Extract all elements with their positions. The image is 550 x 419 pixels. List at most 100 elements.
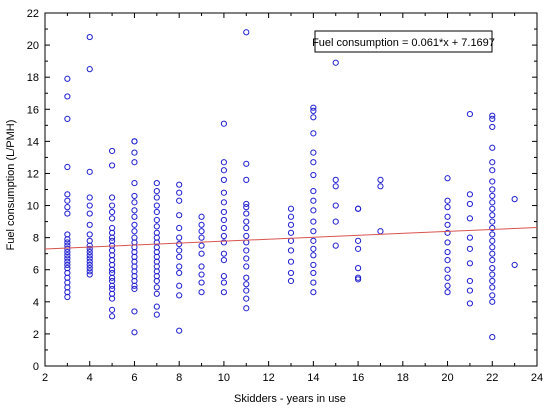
data-point <box>176 212 183 219</box>
data-point <box>131 308 138 315</box>
data-point <box>444 266 451 273</box>
data-point <box>198 271 205 278</box>
data-point <box>243 287 250 294</box>
y-tick-label: 0 <box>33 361 39 373</box>
data-point <box>86 202 93 209</box>
data-point <box>466 277 474 285</box>
data-point <box>243 263 250 270</box>
data-point <box>198 289 205 296</box>
data-point <box>86 258 93 265</box>
x-tick-label: 8 <box>176 372 182 384</box>
data-point <box>108 215 116 222</box>
equation-label: Fuel consumption = 0.061*x + 7.1697 <box>312 37 495 49</box>
data-point <box>489 186 496 193</box>
data-point <box>86 66 93 73</box>
y-axis-label: Fuel consumption (L/PMH) <box>5 120 17 251</box>
data-point <box>64 75 71 82</box>
data-point <box>153 179 160 187</box>
data-point <box>108 306 116 313</box>
y-tick-label: 10 <box>27 201 39 213</box>
data-point <box>64 115 71 123</box>
data-point <box>220 199 228 206</box>
data-point <box>86 248 93 256</box>
data-point <box>489 224 496 232</box>
data-point <box>131 138 138 145</box>
data-point <box>489 257 496 264</box>
data-point <box>108 285 116 293</box>
data-point <box>131 221 138 228</box>
data-point <box>176 327 183 334</box>
y-tick-label: 2 <box>33 329 39 341</box>
data-point <box>220 176 228 183</box>
data-point <box>86 252 93 259</box>
data-point <box>332 218 339 225</box>
y-tick-label: 20 <box>27 40 39 52</box>
data-point <box>176 253 183 260</box>
data-point <box>86 210 93 217</box>
data-point <box>220 216 228 224</box>
data-point <box>287 205 295 212</box>
data-point <box>489 115 496 123</box>
data-point <box>310 237 317 244</box>
data-point <box>153 223 160 230</box>
data-point <box>310 107 317 114</box>
data-point <box>153 303 160 310</box>
data-point <box>354 237 362 244</box>
data-point <box>489 159 496 166</box>
data-point <box>131 179 138 187</box>
data-point <box>198 234 205 241</box>
data-point <box>287 269 295 277</box>
data-point <box>466 110 474 118</box>
data-point <box>108 269 116 277</box>
data-point <box>310 114 317 121</box>
data-point <box>198 228 205 235</box>
data-point <box>153 208 160 216</box>
data-point <box>64 191 71 198</box>
y-tick-label: 12 <box>27 168 39 180</box>
data-point <box>489 205 496 212</box>
data-point <box>489 271 496 278</box>
data-point <box>86 194 93 201</box>
data-point <box>466 287 474 294</box>
data-point <box>511 261 518 269</box>
data-point <box>511 196 518 203</box>
data-point <box>86 221 93 228</box>
data-point <box>310 261 317 269</box>
data-point <box>310 289 317 296</box>
data-point <box>489 292 496 299</box>
data-point <box>64 197 71 204</box>
data-point <box>489 334 496 341</box>
data-point <box>243 160 250 167</box>
x-tick-label: 4 <box>87 372 93 384</box>
data-point <box>64 239 71 246</box>
data-point <box>220 159 228 166</box>
x-tick-label: 20 <box>441 372 453 384</box>
data-point <box>153 284 160 291</box>
data-point <box>198 250 205 257</box>
data-point <box>220 189 228 196</box>
x-tick-label: 12 <box>263 372 275 384</box>
data-point <box>64 252 71 259</box>
data-point <box>220 208 228 216</box>
data-point <box>489 265 496 272</box>
data-point <box>243 232 250 240</box>
data-point <box>489 144 496 151</box>
data-point <box>489 167 496 174</box>
data-point <box>310 188 317 195</box>
data-point <box>310 159 317 166</box>
data-point <box>108 277 116 285</box>
data-point <box>310 149 317 156</box>
data-point <box>489 112 496 119</box>
data-point <box>466 260 474 267</box>
data-point <box>86 168 93 175</box>
data-point <box>108 237 116 244</box>
data-point <box>310 207 317 214</box>
data-point <box>198 242 205 249</box>
data-point <box>153 194 160 201</box>
data-point <box>64 258 71 265</box>
data-point <box>489 277 496 285</box>
data-point <box>131 234 138 241</box>
data-point <box>489 298 496 305</box>
data-point <box>243 281 250 288</box>
